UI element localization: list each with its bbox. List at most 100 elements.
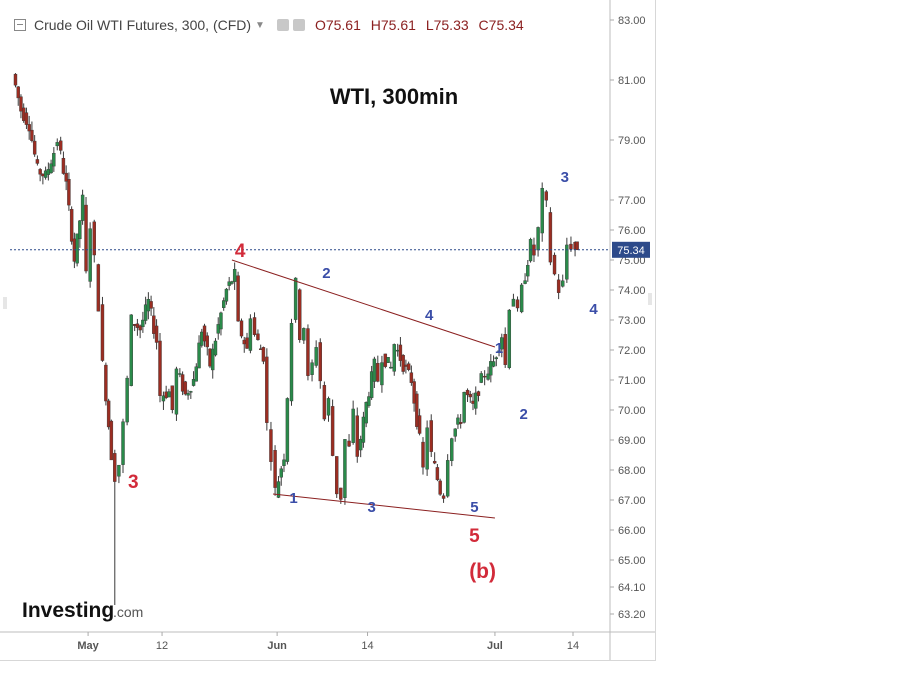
candle-body[interactable] <box>425 427 429 470</box>
candle-body[interactable] <box>540 187 544 234</box>
candle-body[interactable] <box>16 86 20 99</box>
candle-body[interactable] <box>248 318 253 351</box>
candle-body[interactable] <box>479 373 483 383</box>
candle-body[interactable] <box>450 438 454 461</box>
candle-body[interactable] <box>64 172 68 182</box>
trend-line[interactable] <box>272 493 495 519</box>
candle-body[interactable] <box>386 357 390 363</box>
instrument-title[interactable]: Crude Oil WTI Futures, 300, (CFD) <box>34 17 252 33</box>
candle-body[interactable] <box>232 269 237 282</box>
candle-body[interactable] <box>392 344 396 372</box>
candle-body[interactable] <box>421 441 425 468</box>
candle-body[interactable] <box>205 335 209 348</box>
candle-body[interactable] <box>96 264 101 312</box>
candle-body[interactable] <box>80 194 85 221</box>
candle-body[interactable] <box>515 299 520 309</box>
candle-body[interactable] <box>125 377 129 423</box>
candle-body[interactable] <box>104 364 108 402</box>
candle-body[interactable] <box>376 362 380 382</box>
candle-body[interactable] <box>191 379 196 386</box>
candle-body[interactable] <box>491 361 496 367</box>
candle-body[interactable] <box>78 220 82 240</box>
candle-body[interactable] <box>474 392 478 409</box>
candle-body[interactable] <box>285 398 290 462</box>
candle-body[interactable] <box>355 415 359 457</box>
candle-body[interactable] <box>511 298 516 307</box>
candle-body[interactable] <box>202 325 207 342</box>
candle-body[interactable] <box>389 366 393 369</box>
candle-body[interactable] <box>465 389 470 396</box>
candle-body[interactable] <box>197 342 201 369</box>
candle-body[interactable] <box>458 422 463 424</box>
candle-body[interactable] <box>58 140 63 151</box>
candle-body[interactable] <box>239 320 244 337</box>
gear-icon[interactable] <box>292 19 305 31</box>
collapse-icon[interactable] <box>14 19 26 31</box>
candle-body[interactable] <box>152 315 156 334</box>
candle-body[interactable] <box>158 340 162 396</box>
candle-body[interactable] <box>306 328 310 376</box>
candle-body[interactable] <box>302 328 306 341</box>
candle-body[interactable] <box>468 393 472 398</box>
candle-body[interactable] <box>117 464 121 477</box>
candle-body[interactable] <box>219 312 223 330</box>
candle-body[interactable] <box>526 264 530 277</box>
candle-body[interactable] <box>462 392 466 423</box>
candle-body[interactable] <box>456 417 460 425</box>
candle-body[interactable] <box>279 468 283 478</box>
candle-body[interactable] <box>245 337 249 349</box>
candle-body[interactable] <box>569 243 573 250</box>
candle-body[interactable] <box>30 129 34 141</box>
candle-body[interactable] <box>236 275 240 322</box>
candle-body[interactable] <box>174 368 179 415</box>
candle-body[interactable] <box>476 391 481 396</box>
candle-body[interactable] <box>489 361 493 376</box>
candle-body[interactable] <box>438 480 442 495</box>
candle-body[interactable] <box>186 393 190 396</box>
candle-body[interactable] <box>519 284 524 313</box>
candle-body[interactable] <box>213 340 218 356</box>
candle-body[interactable] <box>261 347 266 362</box>
candle-body[interactable] <box>497 350 501 352</box>
candle-body[interactable] <box>143 304 148 321</box>
candle-body[interactable] <box>417 415 422 434</box>
candle-body[interactable] <box>49 163 53 174</box>
candle-body[interactable] <box>194 366 199 382</box>
candle-body[interactable] <box>138 325 142 331</box>
candle-body[interactable] <box>189 391 193 393</box>
candle-body[interactable] <box>335 456 339 495</box>
candle-body[interactable] <box>326 398 331 416</box>
candle-body[interactable] <box>92 221 96 256</box>
candle-body[interactable] <box>276 481 281 498</box>
candle-body[interactable] <box>367 396 371 406</box>
candle-body[interactable] <box>494 357 499 360</box>
candle-body[interactable] <box>161 395 166 402</box>
candle-body[interactable] <box>429 420 433 452</box>
candle-body[interactable] <box>167 391 171 398</box>
candle-body[interactable] <box>548 212 553 263</box>
candle-body[interactable] <box>129 314 133 386</box>
candle-body[interactable] <box>552 254 557 275</box>
candle-body[interactable] <box>27 124 31 132</box>
candle-body[interactable] <box>298 289 302 341</box>
candle-body[interactable] <box>32 140 37 155</box>
candle-body[interactable] <box>141 319 145 328</box>
candle-body[interactable] <box>432 460 437 464</box>
candle-body[interactable] <box>19 96 23 112</box>
candle-body[interactable] <box>314 347 318 366</box>
candle-body[interactable] <box>556 279 561 293</box>
candle-body[interactable] <box>149 301 153 309</box>
candle-body[interactable] <box>330 406 335 456</box>
candle-body[interactable] <box>401 355 405 372</box>
candle-body[interactable] <box>24 112 29 125</box>
candle-body[interactable] <box>318 342 322 382</box>
candle-body[interactable] <box>561 280 565 287</box>
candle-body[interactable] <box>289 323 294 402</box>
candle-body[interactable] <box>67 179 71 206</box>
candle-body[interactable] <box>351 408 355 443</box>
candle-body[interactable] <box>75 233 79 264</box>
candle-body[interactable] <box>445 460 450 497</box>
candle-body[interactable] <box>52 152 56 167</box>
candle-body[interactable] <box>61 157 66 174</box>
